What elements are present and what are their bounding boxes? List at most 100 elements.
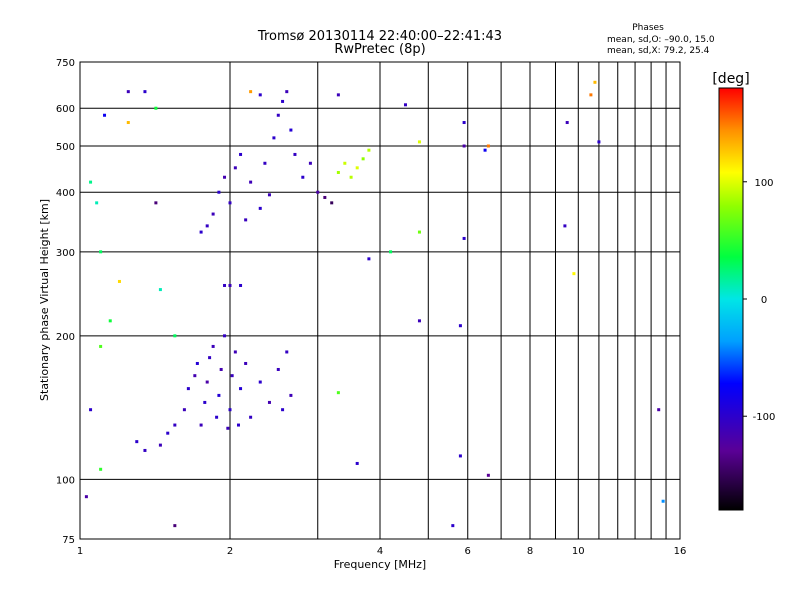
data-point bbox=[223, 283, 227, 287]
data-point bbox=[108, 319, 112, 323]
data-point bbox=[84, 495, 88, 499]
colorbar-label: [deg] bbox=[712, 71, 749, 87]
data-point bbox=[563, 224, 567, 228]
data-point bbox=[316, 190, 320, 194]
y-tick-label: 100 bbox=[56, 475, 75, 486]
data-point bbox=[193, 374, 197, 378]
data-point bbox=[483, 148, 487, 152]
data-point bbox=[389, 250, 393, 254]
chart-subtitle: RwPretec (8p) bbox=[334, 42, 425, 57]
data-point bbox=[99, 250, 103, 254]
data-point bbox=[205, 380, 209, 384]
data-point bbox=[244, 218, 248, 222]
stats-heading: Phases bbox=[632, 23, 664, 33]
data-point bbox=[661, 499, 665, 503]
x-tick-label: 8 bbox=[527, 546, 533, 557]
data-point bbox=[103, 113, 107, 117]
data-point bbox=[285, 350, 289, 354]
data-point bbox=[361, 157, 365, 161]
data-point bbox=[293, 152, 297, 156]
data-point bbox=[301, 175, 305, 179]
data-point bbox=[417, 319, 421, 323]
data-point bbox=[276, 113, 280, 117]
data-point bbox=[249, 90, 253, 94]
data-point bbox=[417, 230, 421, 234]
data-point bbox=[258, 380, 262, 384]
y-axis-label: Stationary phase Virtual Height [km] bbox=[38, 199, 51, 401]
colorbar-ticks: 100 0 -100 bbox=[743, 178, 775, 423]
data-point bbox=[117, 279, 121, 283]
colorbar bbox=[718, 87, 744, 511]
data-point bbox=[217, 190, 221, 194]
data-point bbox=[244, 361, 248, 365]
x-tick-label: 1 bbox=[77, 546, 83, 557]
data-point bbox=[143, 448, 147, 452]
data-point bbox=[195, 361, 199, 365]
x-tick-label: 2 bbox=[227, 546, 233, 557]
data-point bbox=[230, 374, 234, 378]
data-point bbox=[126, 90, 130, 94]
data-point bbox=[143, 90, 147, 94]
data-point bbox=[89, 180, 93, 184]
stats-line-x: mean, sd,X: 79.2, 25.4 bbox=[607, 46, 710, 56]
data-point bbox=[126, 121, 130, 125]
data-point bbox=[451, 524, 455, 528]
stats-line-o: mean, sd,O: –90.0, 15.0 bbox=[607, 35, 715, 45]
data-point bbox=[228, 283, 232, 287]
data-point bbox=[343, 161, 347, 165]
data-point bbox=[211, 212, 215, 216]
y-tick-label: 600 bbox=[56, 104, 75, 115]
data-point bbox=[173, 524, 177, 528]
data-point bbox=[239, 152, 243, 156]
data-point bbox=[263, 161, 267, 165]
data-point bbox=[211, 344, 215, 348]
colorbar-tick-label: 100 bbox=[754, 178, 773, 189]
x-tick-label: 6 bbox=[465, 546, 471, 557]
data-point bbox=[208, 356, 212, 360]
data-point bbox=[199, 230, 203, 234]
data-point bbox=[223, 175, 227, 179]
data-point bbox=[215, 415, 219, 419]
data-point bbox=[249, 415, 253, 419]
y-tick-label: 500 bbox=[56, 142, 75, 153]
data-point bbox=[308, 161, 312, 165]
data-point bbox=[462, 144, 466, 148]
data-point bbox=[239, 387, 243, 391]
grid-lines bbox=[80, 62, 680, 539]
data-point bbox=[403, 103, 407, 107]
x-tick-label: 4 bbox=[377, 546, 383, 557]
y-tick-label: 750 bbox=[56, 58, 75, 69]
data-point bbox=[203, 400, 207, 404]
data-point bbox=[228, 408, 232, 412]
data-point bbox=[239, 283, 243, 287]
chart-title: Tromsø 20130114 22:40:00–22:41:43 bbox=[257, 29, 502, 44]
data-point bbox=[233, 350, 237, 354]
data-point bbox=[89, 408, 93, 412]
data-point bbox=[349, 175, 353, 179]
data-point bbox=[462, 236, 466, 240]
x-tick-label: 16 bbox=[674, 546, 687, 557]
data-point bbox=[95, 201, 99, 205]
data-point bbox=[276, 367, 280, 371]
data-point bbox=[182, 408, 186, 412]
data-point bbox=[565, 121, 569, 125]
data-point bbox=[226, 426, 230, 430]
data-point bbox=[173, 423, 177, 427]
x-axis-label: Frequency [MHz] bbox=[334, 558, 426, 571]
data-point bbox=[336, 170, 340, 174]
data-point bbox=[166, 431, 170, 435]
data-point bbox=[135, 440, 139, 444]
data-point bbox=[233, 166, 237, 170]
data-points bbox=[84, 80, 665, 528]
y-tick-label: 75 bbox=[62, 535, 75, 546]
data-point bbox=[458, 454, 462, 458]
data-point bbox=[458, 324, 462, 328]
data-point bbox=[228, 201, 232, 205]
data-point bbox=[99, 344, 103, 348]
data-point bbox=[236, 423, 240, 427]
data-point bbox=[205, 224, 209, 228]
data-point bbox=[173, 334, 177, 338]
data-point bbox=[593, 80, 597, 84]
data-point bbox=[330, 201, 334, 205]
data-point bbox=[219, 367, 223, 371]
